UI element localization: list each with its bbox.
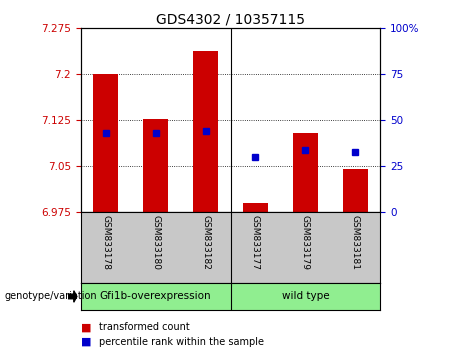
- Text: GSM833180: GSM833180: [151, 215, 160, 269]
- Text: GSM833181: GSM833181: [351, 215, 360, 269]
- Text: GDS4302 / 10357115: GDS4302 / 10357115: [156, 12, 305, 27]
- FancyArrow shape: [68, 291, 77, 302]
- Text: GSM833177: GSM833177: [251, 215, 260, 269]
- Bar: [293, 133, 318, 212]
- Text: GSM833178: GSM833178: [101, 215, 110, 269]
- Text: transformed count: transformed count: [99, 322, 190, 332]
- Bar: [243, 203, 268, 212]
- Bar: [193, 51, 218, 212]
- Text: GSM833179: GSM833179: [301, 215, 310, 269]
- Text: percentile rank within the sample: percentile rank within the sample: [99, 337, 264, 347]
- Text: ■: ■: [81, 322, 91, 332]
- Text: GSM833182: GSM833182: [201, 215, 210, 269]
- Text: Gfi1b-overexpression: Gfi1b-overexpression: [100, 291, 212, 302]
- Text: ■: ■: [81, 337, 91, 347]
- Bar: [143, 119, 168, 212]
- Text: genotype/variation: genotype/variation: [5, 291, 97, 302]
- Text: wild type: wild type: [282, 291, 329, 302]
- Bar: [343, 170, 368, 212]
- Bar: [93, 74, 118, 212]
